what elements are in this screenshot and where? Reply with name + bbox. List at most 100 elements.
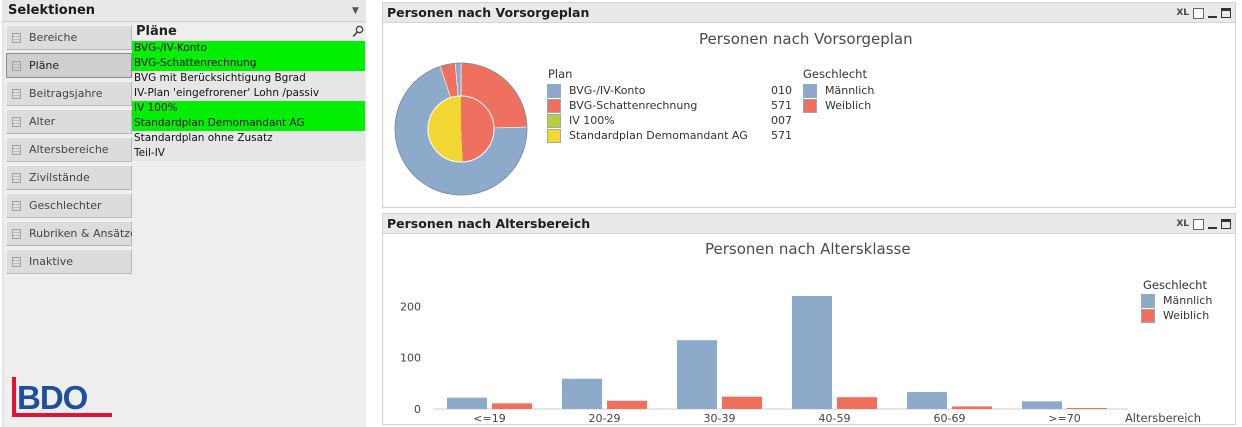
table-view-icon[interactable]: [1193, 7, 1204, 19]
pie-outline: [394, 62, 528, 196]
listbox-item[interactable]: BVG-Schattenrechnung: [132, 56, 365, 71]
nav-button-label: Beitragsjahre: [29, 87, 103, 100]
nav-button[interactable]: Altersbereiche: [6, 137, 132, 162]
bar[interactable]: [722, 396, 762, 409]
x-axis-label: Altersbereich: [1125, 411, 1201, 424]
legend-swatch: [547, 114, 561, 128]
list-icon: [12, 33, 21, 43]
bar[interactable]: [1067, 408, 1107, 409]
search-icon[interactable]: [352, 25, 364, 38]
bar[interactable]: [792, 296, 832, 409]
excel-export-icon[interactable]: XL: [1176, 219, 1189, 229]
selections-title: Selektionen: [8, 3, 96, 18]
panel-plans: Personen nach Vorsorgeplan XL Personen n…: [382, 2, 1236, 208]
x-tick-label: 30-39: [704, 412, 736, 424]
legend-value: 007: [771, 114, 792, 127]
pie-slice[interactable]: [428, 96, 463, 162]
panel-age-title: Personen nach Altersbereich: [387, 216, 591, 231]
list-icon: [12, 117, 21, 127]
nav-button-label: Alter: [29, 115, 56, 128]
listbox-title: Pläne: [136, 24, 177, 39]
legend-label: Männlich: [1163, 294, 1213, 307]
plan-legend-title: Plan: [548, 67, 573, 81]
bar[interactable]: [907, 392, 947, 409]
bar[interactable]: [677, 340, 717, 409]
bar-chart-title: Personen nach Altersklasse: [705, 240, 911, 258]
pie-slice[interactable]: [461, 96, 495, 162]
legend-swatch: [547, 129, 561, 143]
x-tick-label: 40-59: [819, 412, 851, 424]
nav-button-label: Pläne: [29, 59, 60, 72]
y-tick-label: 0: [414, 403, 421, 416]
panel-plans-caption: Personen nach Vorsorgeplan XL: [383, 3, 1235, 23]
legend-value: 571: [771, 129, 792, 142]
plans-listbox: Pläne BVG-/IV-Konto BVG-Schattenrechnung B…: [132, 22, 366, 427]
nav-button[interactable]: Bereiche: [6, 25, 132, 50]
y-tick-label: 200: [400, 300, 421, 313]
listbox-item[interactable]: Teil-IV: [132, 146, 365, 161]
bar[interactable]: [837, 397, 877, 409]
nav-button[interactable]: Pläne: [6, 53, 132, 78]
nav-button-label: Inaktive: [29, 255, 73, 268]
listbox-item[interactable]: IV-Plan 'eingefrorener' Lohn /passiv: [132, 86, 365, 101]
bar[interactable]: [607, 400, 647, 409]
panel-age-caption: Personen nach Altersbereich XL: [383, 214, 1235, 234]
maximize-icon[interactable]: [1221, 8, 1231, 18]
maximize-icon[interactable]: [1221, 219, 1231, 229]
legend-swatch: [803, 84, 817, 98]
legend-label: BVG-/IV-Konto: [569, 84, 646, 97]
legend-swatch: [1141, 309, 1155, 323]
list-icon: [12, 229, 21, 239]
chevron-down-icon[interactable]: ▼: [352, 6, 359, 16]
nav-button[interactable]: Geschlechter: [6, 193, 132, 218]
x-tick-label: 60-69: [934, 412, 966, 424]
pie-chart[interactable]: [391, 59, 531, 199]
nav-button-label: Zivilstände: [29, 171, 90, 184]
y-tick-label: 100: [400, 352, 421, 365]
panel-plans-title: Personen nach Vorsorgeplan: [387, 5, 590, 20]
excel-export-icon[interactable]: XL: [1176, 8, 1189, 18]
x-tick-label: >=70: [1048, 412, 1080, 424]
nav-button[interactable]: Beitragsjahre: [6, 81, 132, 106]
legend-label: Weiblich: [1163, 309, 1210, 322]
nav-button-label: Altersbereiche: [29, 143, 109, 156]
bar[interactable]: [492, 403, 532, 409]
selections-panel: Selektionen ▼ Bereiche Pläne Beitragsjahre…: [2, 0, 366, 427]
listbox-item[interactable]: Standardplan ohne Zusatz: [132, 131, 365, 146]
gender-legend-title: Geschlecht: [803, 67, 867, 81]
selection-nav: Bereiche Pläne Beitragsjahre Alter Altersber…: [4, 22, 137, 427]
list-icon: [12, 173, 21, 183]
listbox-item[interactable]: Standardplan Demomandant AG: [132, 116, 365, 131]
nav-button[interactable]: Alter: [6, 109, 132, 134]
list-icon: [12, 257, 21, 267]
legend-swatch: [547, 84, 561, 98]
minimize-icon[interactable]: [1208, 8, 1217, 18]
selections-header: Selektionen ▼: [2, 0, 366, 22]
bar[interactable]: [447, 397, 487, 409]
bar-legend-title: Geschlecht: [1143, 278, 1207, 292]
listbox-item[interactable]: BVG-/IV-Konto: [132, 41, 365, 56]
bar[interactable]: [1022, 401, 1062, 409]
bar[interactable]: [562, 378, 602, 409]
nav-button-label: Rubriken & Ansätze: [29, 227, 137, 240]
bar-chart[interactable]: 0 100 200 <=19 20-29 30-39 40-59 60-69 >=70 Alter…: [383, 270, 1235, 424]
chart-view-icon[interactable]: [1193, 218, 1204, 230]
list-icon: [12, 145, 21, 155]
nav-button[interactable]: Zivilstände: [6, 165, 132, 190]
svg-text:BDO: BDO: [17, 379, 88, 416]
legend-label: IV 100%: [569, 114, 615, 127]
minimize-icon[interactable]: [1208, 219, 1217, 229]
list-icon: [12, 89, 21, 99]
x-tick-label: 20-29: [589, 412, 621, 424]
listbox-item[interactable]: IV 100%: [132, 101, 365, 116]
legend-label: BVG-Schattenrechnung: [569, 99, 698, 112]
legend-label: Standardplan Demomandant AG: [569, 129, 748, 142]
nav-button[interactable]: Rubriken & Ansätze: [6, 221, 137, 246]
nav-button-label: Geschlechter: [29, 199, 102, 212]
x-tick-label: <=19: [473, 412, 505, 424]
nav-button[interactable]: Inaktive: [6, 249, 132, 274]
bar[interactable]: [952, 406, 992, 409]
list-icon: [12, 61, 21, 71]
listbox-item[interactable]: BVG mit Berücksichtigung Bgrad: [132, 71, 365, 86]
legend-label: Männlich: [825, 84, 875, 97]
